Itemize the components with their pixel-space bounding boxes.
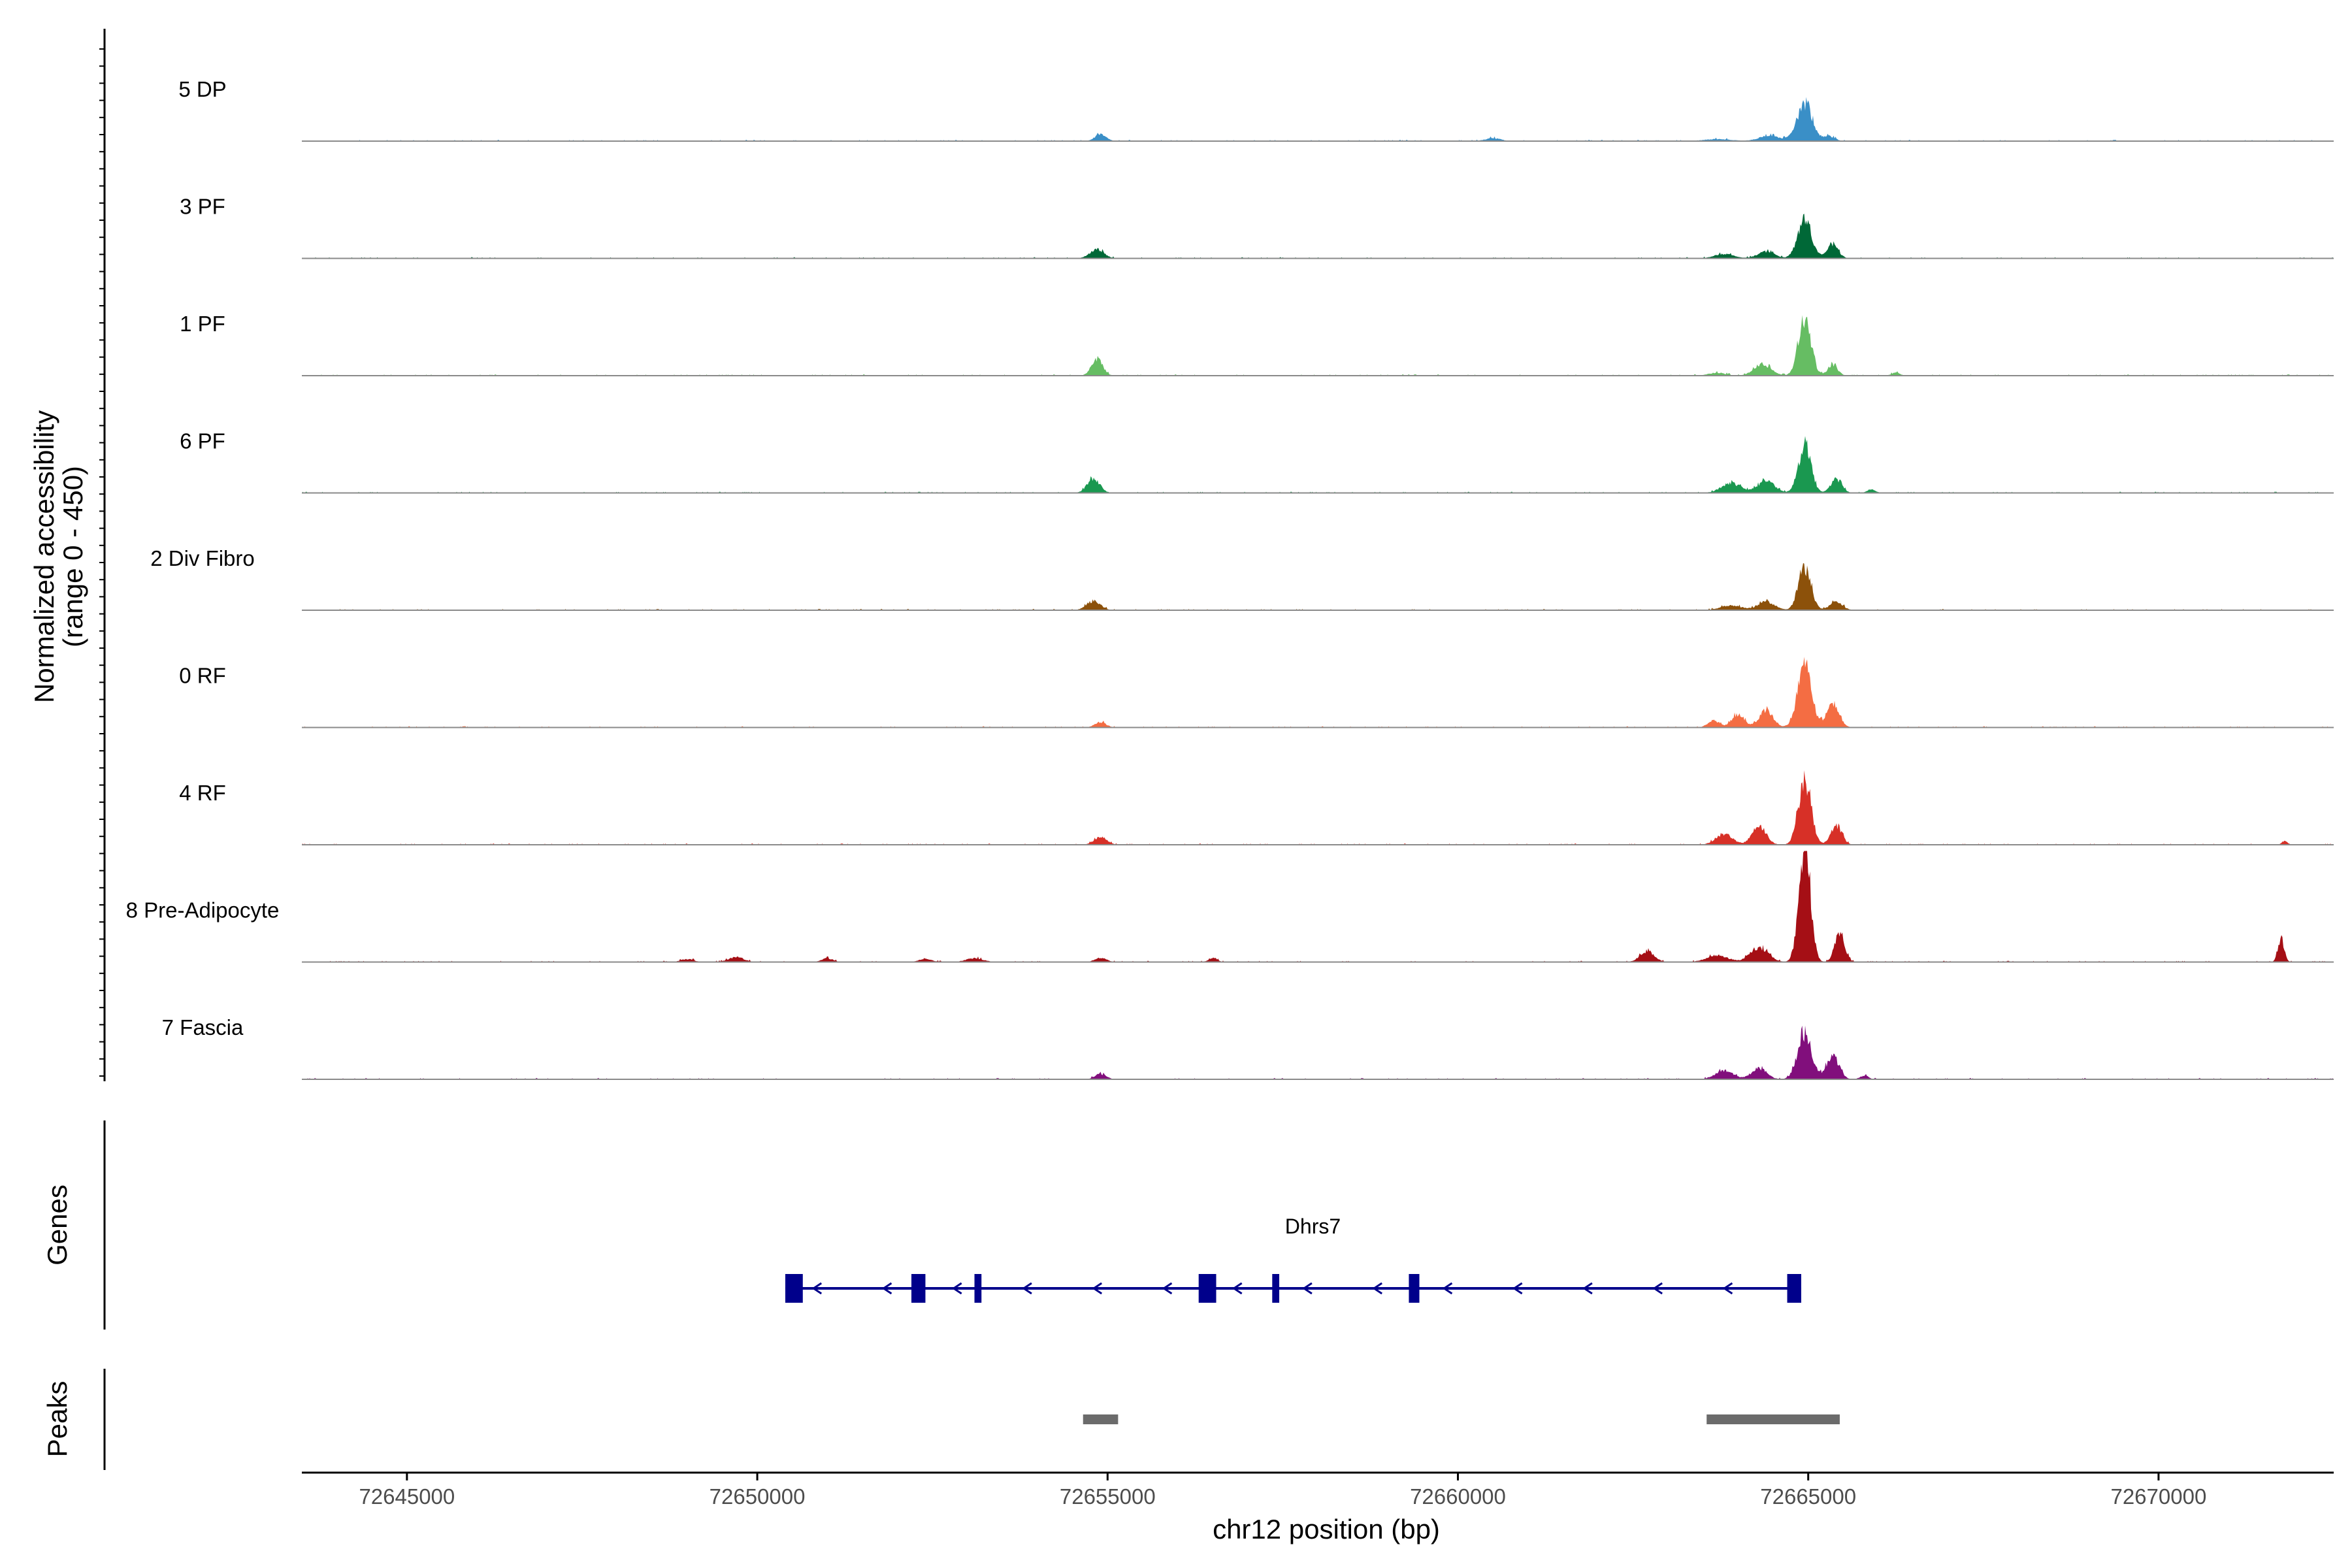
- x-tick-label: 72665000: [1760, 1484, 1856, 1509]
- x-tick-label: 72655000: [1060, 1484, 1156, 1509]
- coverage-area: [302, 1025, 2334, 1079]
- strand-arrow: [1232, 1282, 1243, 1295]
- strand-arrow: [1022, 1282, 1032, 1295]
- track-label: 5 DP: [178, 77, 226, 101]
- strand-arrow: [811, 1282, 823, 1295]
- gene-exon: [1787, 1274, 1801, 1303]
- strand-arrow: [1372, 1282, 1382, 1295]
- peaks-panel-title: Peaks: [42, 1381, 73, 1458]
- peak-region: [1707, 1414, 1840, 1424]
- x-tick-label: 72650000: [710, 1484, 806, 1509]
- track-6-pf: 6 PF: [180, 429, 2334, 494]
- track-2-div-fibro: 2 Div Fibro: [150, 546, 2334, 611]
- track-7-fascia: 7 Fascia: [162, 1015, 2334, 1080]
- gene-model-dhrs7: [785, 1274, 1801, 1303]
- y-axis-title-line-2: (range 0 - 450): [57, 466, 88, 647]
- track-label: 2 Div Fibro: [150, 546, 255, 570]
- strand-arrow: [1582, 1282, 1593, 1295]
- x-axis-ticks: 72645000 72650000 72655000 72660000 72665000…: [359, 1473, 2206, 1509]
- gene-exon: [911, 1274, 926, 1303]
- strand-arrow: [1722, 1282, 1733, 1295]
- peaks-panel: Peaks: [42, 1369, 1840, 1470]
- gene-exon: [785, 1274, 803, 1303]
- x-tick-label: 72660000: [1410, 1484, 1506, 1509]
- coverage-tracks: 5 DP 3 PF 1 PF 6 PF 2 Div Fibro 0 RF 4 RF 8 Pre…: [126, 77, 2334, 1080]
- genes-panel: Genes Dhrs7: [42, 1120, 1801, 1330]
- strand-arrow: [952, 1282, 962, 1295]
- strand-arrow: [1092, 1282, 1103, 1295]
- x-tick-label: 72670000: [2110, 1484, 2206, 1509]
- coverage-area: [302, 97, 2334, 141]
- peak-regions: [1083, 1414, 1840, 1424]
- strand-arrow: [1442, 1282, 1453, 1295]
- coverage-area: [302, 770, 2334, 845]
- peak-region: [1083, 1414, 1119, 1424]
- coverage-area: [302, 214, 2334, 259]
- strand-arrow: [1512, 1282, 1523, 1295]
- coverage-area: [302, 563, 2334, 610]
- track-1-pf: 1 PF: [180, 312, 2334, 376]
- track-8-pre-adipocyte: 8 Pre-Adipocyte: [126, 851, 2334, 963]
- coverage-area: [302, 657, 2334, 728]
- strand-arrow: [1162, 1282, 1173, 1295]
- track-label: 8 Pre-Adipocyte: [126, 898, 280, 923]
- track-3-pf: 3 PF: [180, 195, 2334, 259]
- track-label: 1 PF: [180, 312, 225, 336]
- coverage-area: [302, 436, 2334, 493]
- gene-exon: [974, 1274, 982, 1303]
- track-label: 3 PF: [180, 195, 225, 219]
- track-4-rf: 4 RF: [179, 770, 2334, 845]
- gene-exon: [1409, 1274, 1420, 1303]
- x-axis: 72645000 72650000 72655000 72660000 72665000…: [302, 1471, 2334, 1544]
- coverage-y-axis: [99, 29, 106, 1081]
- gene-exon: [1198, 1274, 1217, 1303]
- coverage-area: [302, 315, 2334, 376]
- track-label: 0 RF: [179, 664, 226, 688]
- genes-panel-title: Genes: [42, 1184, 73, 1266]
- x-axis-title: chr12 position (bp): [1213, 1514, 1440, 1544]
- coverage-area: [302, 851, 2334, 962]
- strand-arrow: [881, 1282, 892, 1295]
- strand-arrow: [1302, 1282, 1313, 1295]
- track-label: 4 RF: [179, 781, 226, 805]
- y-axis-title-line-1: Normalized accessibility: [29, 410, 59, 703]
- gene-exon: [1272, 1274, 1280, 1303]
- track-label: 6 PF: [180, 429, 225, 453]
- y-axis-title: Normalized accessibility (range 0 - 450): [29, 410, 88, 703]
- gene-name-label: Dhrs7: [1285, 1215, 1341, 1238]
- track-label: 7 Fascia: [162, 1015, 244, 1039]
- track-5-dp: 5 DP: [178, 77, 2334, 142]
- x-tick-label: 72645000: [359, 1484, 455, 1509]
- track-0-rf: 0 RF: [179, 657, 2334, 728]
- strand-arrow: [1652, 1282, 1663, 1295]
